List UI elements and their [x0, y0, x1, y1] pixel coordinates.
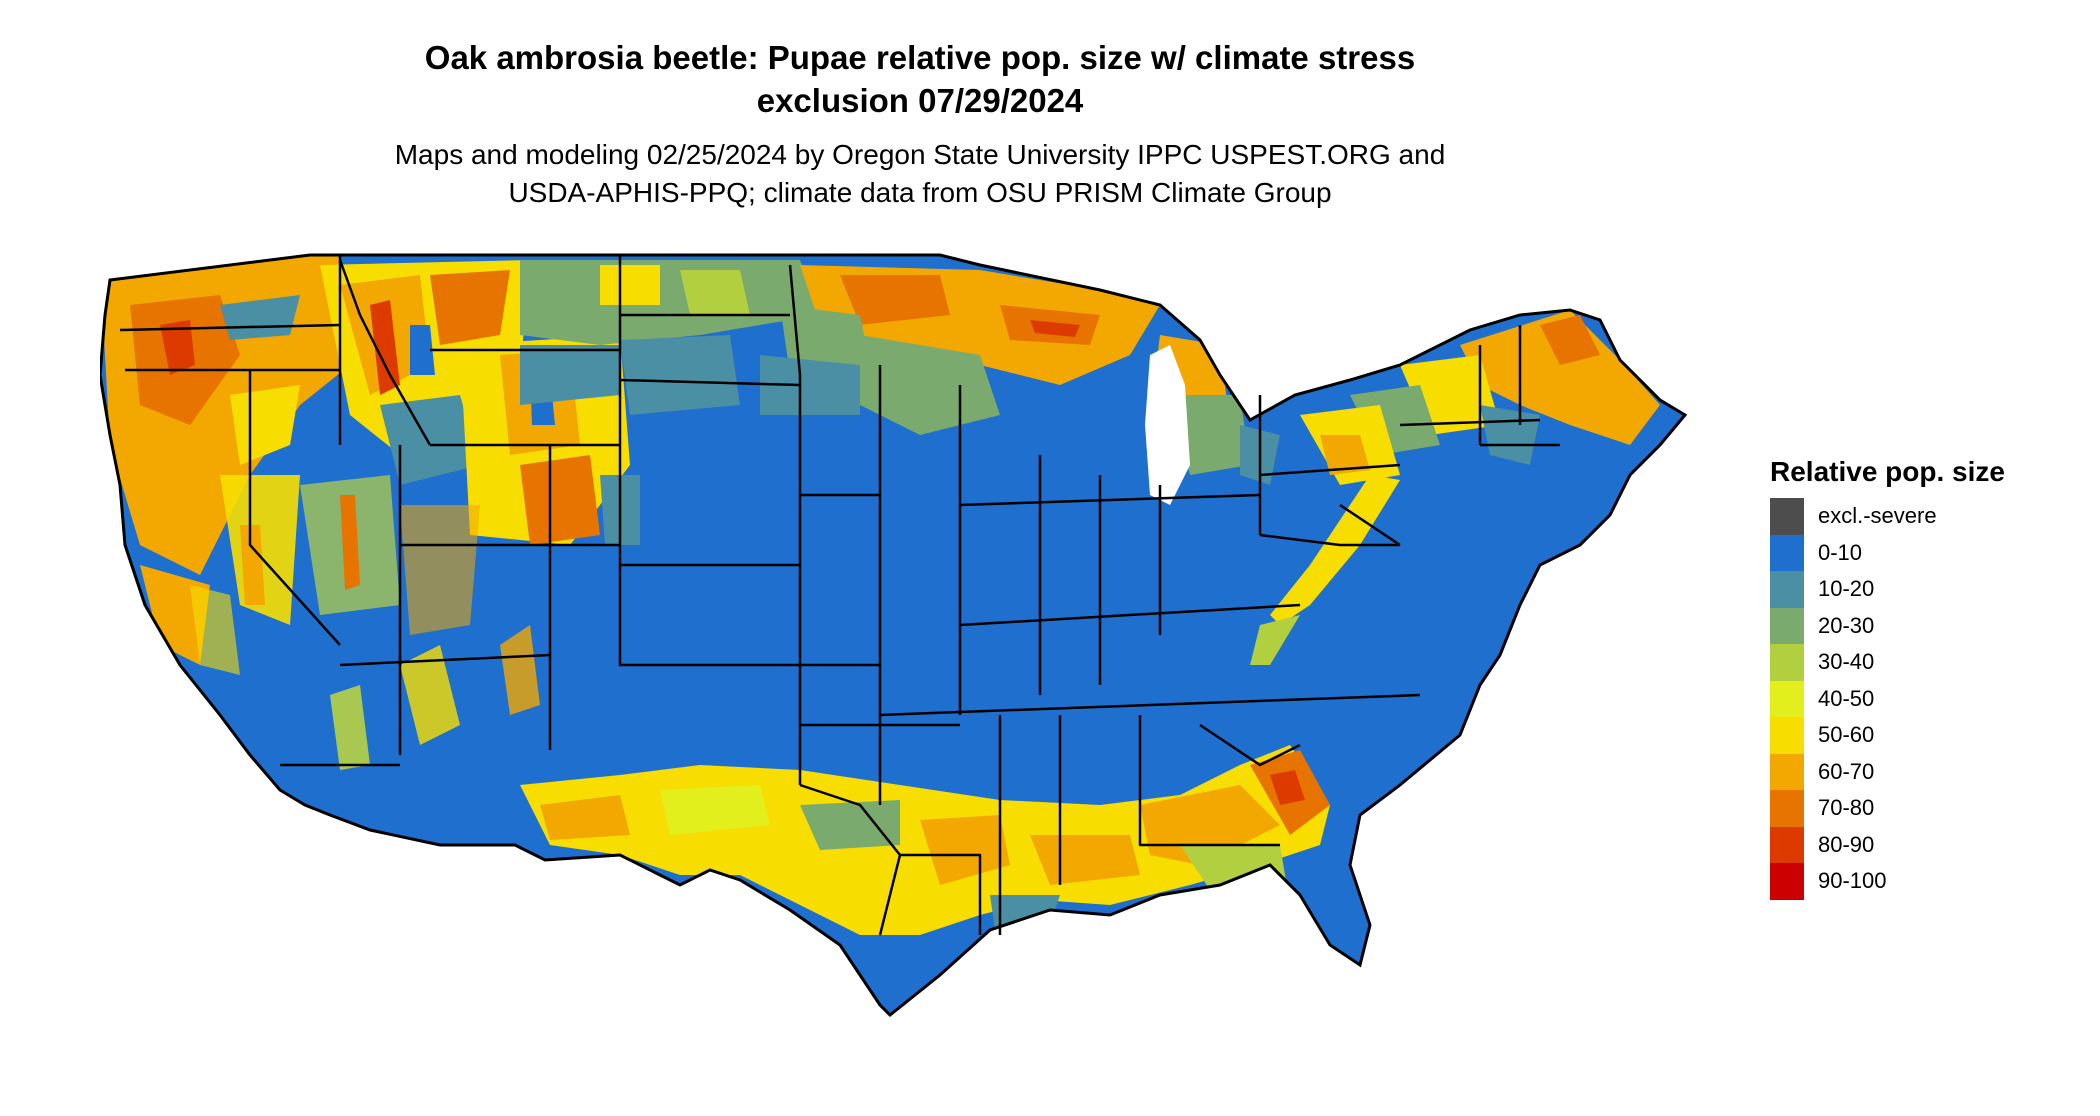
title-line-1: Oak ambrosia beetle: Pupae relative pop.…: [424, 39, 1416, 76]
legend-swatch: [1770, 644, 1804, 681]
map-fill-layer: [100, 255, 1685, 1015]
legend-items: excl.-severe 0-10 10-20 20-30 30-40 40-50 50-6…: [1770, 498, 2090, 900]
legend-item: 70-80: [1770, 790, 2090, 827]
map-title: Oak ambrosia beetle: Pupae relative pop.…: [250, 36, 1590, 122]
northern-plains-band: [520, 260, 820, 415]
appalachian-south-band: [1250, 615, 1300, 665]
legend-swatch: [1770, 790, 1804, 827]
state-borders: [119, 255, 1560, 936]
map-subtitle: Maps and modeling 02/25/2024 by Oregon S…: [250, 136, 1590, 212]
lake-michigan: [1145, 345, 1190, 505]
legend-swatch: [1770, 753, 1804, 790]
legend-label: 20-30: [1818, 612, 1875, 638]
legend-swatch: [1770, 498, 1804, 535]
legend-swatch: [1770, 826, 1804, 863]
legend-label: 70-80: [1818, 795, 1875, 821]
title-line-2: exclusion 07/29/2024: [756, 82, 1084, 119]
legend-swatch: [1770, 571, 1804, 608]
legend-label: 80-90: [1818, 831, 1875, 857]
upper-great-lakes-hotspot: [760, 265, 1280, 485]
northeast-hotspot: [1300, 310, 1660, 485]
legend-swatch: [1770, 607, 1804, 644]
legend-item: 50-60: [1770, 717, 2090, 754]
legend-item: 0-10: [1770, 534, 2090, 571]
legend-item: excl.-severe: [1770, 498, 2090, 535]
legend-item: 60-70: [1770, 753, 2090, 790]
legend-label: excl.-severe: [1818, 503, 1937, 529]
great-basin-ranges: [220, 475, 480, 635]
legend-label: 30-40: [1818, 649, 1875, 675]
legend-item: 10-20: [1770, 571, 2090, 608]
legend-item: 80-90: [1770, 826, 2090, 863]
map-legend: Relative pop. size excl.-severe 0-10 10-20…: [1770, 454, 2090, 900]
us-map: [100, 253, 1687, 1017]
legend-swatch: [1770, 680, 1804, 717]
legend-label: 60-70: [1818, 758, 1875, 784]
subtitle-line-1: Maps and modeling 02/25/2024 by Oregon S…: [394, 139, 1446, 170]
legend-label: 50-60: [1818, 722, 1875, 748]
legend-item: 20-30: [1770, 607, 2090, 644]
southwest-ranges: [190, 585, 540, 770]
subtitle-line-2: USDA-APHIS-PPQ; climate data from OSU PR…: [508, 177, 1332, 208]
legend-item: 40-50: [1770, 680, 2090, 717]
legend-label: 0-10: [1818, 539, 1863, 565]
appalachian-ridge: [1270, 475, 1400, 625]
legend-label: 90-100: [1818, 868, 1887, 894]
legend-item: 90-100: [1770, 863, 2090, 900]
legend-label: 10-20: [1818, 576, 1875, 602]
legend-swatch: [1770, 534, 1804, 571]
legend-swatch: [1770, 863, 1804, 900]
legend-item: 30-40: [1770, 644, 2090, 681]
legend-label: 40-50: [1818, 685, 1875, 711]
legend-swatch: [1770, 717, 1804, 754]
legend-title: Relative pop. size: [1770, 456, 2005, 487]
